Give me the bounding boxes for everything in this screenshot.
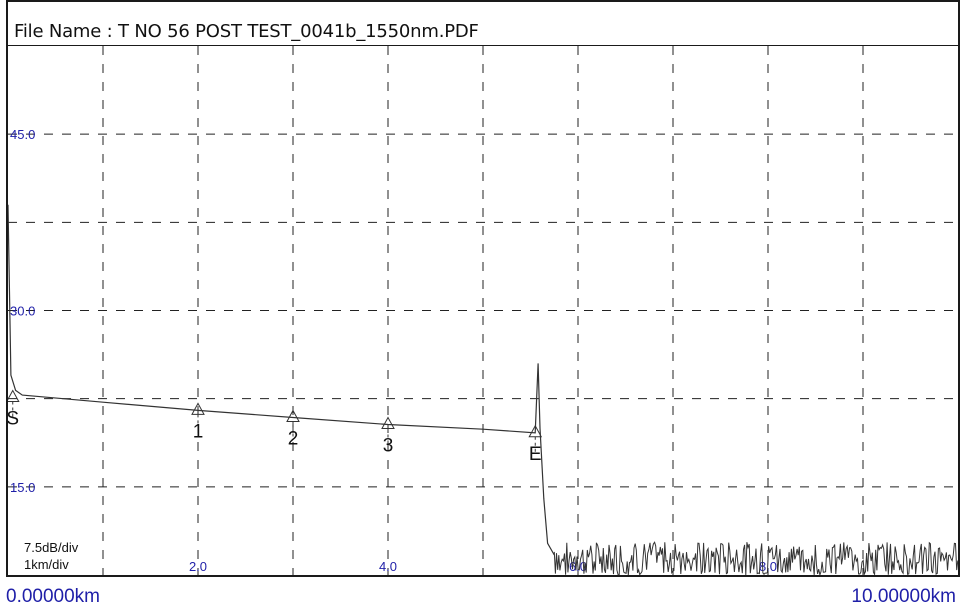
event-label: 2 (288, 428, 299, 449)
range-end-label: 10.00000km (851, 586, 956, 607)
y-tick-label: 30.0 (10, 304, 35, 319)
range-start-label: 0.00000km (6, 586, 101, 607)
event-label: E (529, 444, 542, 465)
noise-floor-trace (553, 541, 958, 575)
event-label: 1 (193, 421, 204, 442)
otdr-trace-chart: 15.030.045.02.0 4.0 6.0 8.07.5dB/div1km/div… (8, 46, 958, 575)
trace-window: File Name : T NO 56 POST TEST_0041b_1550… (6, 0, 960, 577)
y-tick-label: 45.0 (10, 127, 35, 142)
x-tick-label: 4.0 (379, 559, 397, 574)
horizontal-scale-label: 1km/div (24, 557, 69, 572)
title-bar: File Name : T NO 56 POST TEST_0041b_1550… (8, 2, 958, 46)
event-label: 3 (383, 436, 394, 457)
file-name-label: File Name : T NO 56 POST TEST_0041b_1550… (14, 21, 479, 42)
y-tick-label: 15.0 (10, 480, 35, 495)
vertical-scale-label: 7.5dB/div (24, 540, 79, 555)
x-tick-label: 2.0 (189, 559, 207, 574)
event-label: S (8, 408, 19, 429)
event-marker (8, 389, 20, 402)
event-marker (191, 402, 205, 415)
trace-line (8, 204, 555, 556)
